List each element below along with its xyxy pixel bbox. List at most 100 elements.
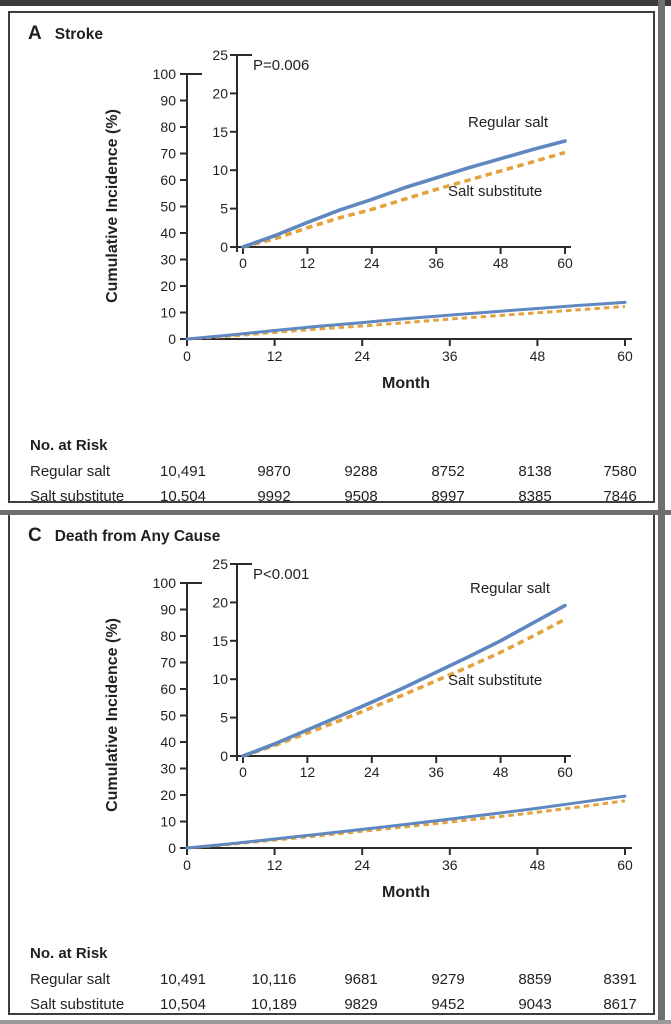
at-risk-count: 8859 (518, 971, 552, 988)
no-at-risk-heading: No. at Risk (30, 437, 108, 454)
main-x-tick-label: 60 (617, 348, 633, 364)
inset-series-line-salt-substitute (242, 617, 566, 758)
panel-title: A Stroke (28, 23, 103, 45)
main-series-line-regular-salt (185, 300, 627, 341)
main-series-line-salt-substitute (186, 304, 626, 341)
panel-letter: A (28, 23, 42, 44)
at-risk-row-label: Regular salt (30, 971, 111, 988)
at-risk-row: Salt substitute 10,504 9992 9508 8997 8385 784… (10, 488, 653, 508)
main-y-tick-label: 100 (153, 575, 177, 591)
main-axis-line (182, 582, 632, 853)
panel-a-stroke: 0 10 20 30 40 50 60 70 80 90 100 0 12 24 36 48 60 0 5 10 15 2… (8, 11, 655, 505)
main-y-tick-label: 0 (168, 840, 176, 856)
main-y-tick-label: 60 (160, 172, 176, 188)
at-risk-count: 8385 (518, 488, 552, 505)
main-y-tick-label: 90 (160, 602, 176, 618)
inset-y-tick-label: 20 (212, 85, 228, 101)
inset-y-tick-label: 25 (212, 556, 228, 572)
inset-x-tick-label: 48 (493, 764, 509, 780)
x-axis-title: Month (382, 375, 430, 392)
at-risk-count: 9992 (257, 488, 291, 505)
at-risk-row-label: Regular salt (30, 463, 111, 480)
at-risk-row: Salt substitute 10,504 10,189 9829 9452 9043 8… (10, 996, 653, 1016)
panel-a-chart-canvas: 0 10 20 30 40 50 60 70 80 90 100 0 12 24 36 48 60 0 5 10 15 2… (153, 47, 633, 364)
p-value-label: P<0.001 (253, 566, 310, 583)
at-risk-count: 10,504 (160, 488, 206, 505)
at-risk-count: 10,491 (160, 463, 206, 480)
at-risk-count: 8617 (603, 996, 637, 1013)
inset-series-line-regular-salt (241, 139, 567, 249)
inset-x-tick-label: 36 (428, 764, 444, 780)
inset-y-tick-label: 5 (220, 201, 228, 217)
series-label-regular-salt: Regular salt (468, 114, 549, 131)
series-label-regular-salt: Regular salt (470, 580, 551, 597)
inset-y-tick-label: 15 (212, 633, 228, 649)
at-risk-count: 8997 (431, 488, 465, 505)
main-y-tick-label: 90 (160, 93, 176, 109)
main-y-tick-label: 30 (160, 252, 176, 268)
figure-bottom-rule (0, 1020, 671, 1024)
main-y-tick-label: 40 (160, 734, 176, 750)
main-y-tick-label: 20 (160, 278, 176, 294)
at-risk-count: 10,491 (160, 971, 206, 988)
y-axis-title: Cumulative Incidence (%) (104, 109, 121, 303)
main-x-tick-label: 12 (267, 348, 283, 364)
no-at-risk-table: No. at Risk Regular salt 10,491 10,116 9681… (10, 945, 653, 1015)
main-x-tick-label: 36 (442, 857, 458, 873)
main-y-tick-label: 100 (153, 66, 177, 82)
main-y-tick-label: 30 (160, 761, 176, 777)
panel-c-chart-canvas: 0 10 20 30 40 50 60 70 80 90 100 0 12 24 36 48 60 0 5 10 15 2… (153, 556, 633, 873)
inset-y-tick-label: 20 (212, 594, 228, 610)
main-y-tick-label: 50 (160, 708, 176, 724)
at-risk-count: 9829 (344, 996, 378, 1013)
at-risk-count: 9508 (344, 488, 378, 505)
main-x-tick-label: 12 (267, 857, 283, 873)
main-x-tick-label: 24 (354, 857, 370, 873)
at-risk-row: Regular salt 10,491 9870 9288 8752 8138 7580 (10, 463, 653, 483)
main-x-tick-label: 48 (530, 857, 546, 873)
y-axis-title: Cumulative Incidence (%) (104, 618, 121, 812)
inset-x-tick-label: 24 (364, 255, 380, 271)
main-y-tick-label: 60 (160, 681, 176, 697)
panel-letter: C (28, 525, 42, 546)
at-risk-count: 7846 (603, 488, 637, 505)
main-y-tick-label: 70 (160, 146, 176, 162)
main-axis-line (182, 73, 632, 344)
inset-y-tick-label: 25 (212, 47, 228, 63)
at-risk-count: 10,116 (251, 971, 297, 988)
main-y-tick-label: 70 (160, 655, 176, 671)
figure-panel-divider-rule (0, 510, 671, 515)
at-risk-count: 9043 (518, 996, 552, 1013)
series-label-salt-substitute: Salt substitute (448, 672, 543, 689)
at-risk-count: 9681 (344, 971, 378, 988)
at-risk-count: 8752 (431, 463, 465, 480)
inset-y-tick-label: 5 (220, 710, 228, 726)
main-y-tick-label: 10 (160, 305, 176, 321)
inset-series-line-salt-substitute (242, 150, 566, 249)
no-at-risk-table: No. at Risk Regular salt 10,491 9870 9288 87… (10, 437, 653, 507)
inset-y-tick-label: 10 (212, 671, 228, 687)
main-series-line-salt-substitute (186, 799, 626, 850)
at-risk-count: 10,504 (160, 996, 206, 1013)
series-label-salt-substitute: Salt substitute (448, 183, 543, 200)
inset-y-tick-label: 10 (212, 162, 228, 178)
main-y-tick-label: 50 (160, 199, 176, 215)
main-y-tick-label: 80 (160, 119, 176, 135)
main-y-tick-label: 40 (160, 225, 176, 241)
no-at-risk-rows: Regular salt 10,491 9870 9288 8752 8138 7580 Sa… (10, 437, 653, 507)
main-x-tick-label: 0 (183, 348, 191, 364)
inset-x-tick-label: 12 (300, 255, 316, 271)
at-risk-count: 9452 (431, 996, 465, 1013)
at-risk-count: 9870 (257, 463, 291, 480)
inset-x-tick-label: 60 (557, 255, 573, 271)
figure-top-rule (0, 0, 671, 6)
inset-y-tick-label: 15 (212, 124, 228, 140)
panel-a-chart-area: 0 10 20 30 40 50 60 70 80 90 100 0 12 24 36 48 60 0 5 10 15 2… (10, 13, 653, 423)
main-x-tick-label: 24 (354, 348, 370, 364)
at-risk-count: 9279 (431, 971, 465, 988)
no-at-risk-rows: Regular salt 10,491 10,116 9681 9279 8859 8391… (10, 945, 653, 1015)
at-risk-count: 10,189 (251, 996, 297, 1013)
panel-c-chart-area: 0 10 20 30 40 50 60 70 80 90 100 0 12 24 36 48 60 0 5 10 15 2… (10, 522, 653, 932)
at-risk-count: 9288 (344, 463, 378, 480)
at-risk-count: 8391 (603, 971, 637, 988)
